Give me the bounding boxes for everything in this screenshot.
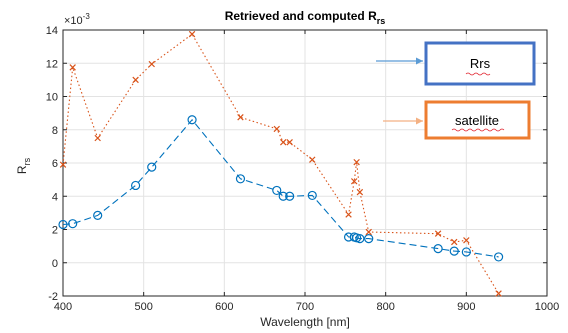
satellite-label-box xyxy=(424,100,531,140)
series-0-point xyxy=(364,234,374,244)
series-0-point xyxy=(187,115,197,125)
y-tick-label: 4 xyxy=(52,191,58,203)
annotation-rrs: Rrs xyxy=(376,41,536,86)
series-1-point xyxy=(279,138,287,146)
rrs-spellcheck-squiggle xyxy=(465,72,491,76)
series-1-point xyxy=(353,158,360,166)
series-0-point xyxy=(131,180,141,191)
y-tick-label: 8 xyxy=(52,125,58,137)
series-1-point xyxy=(309,156,316,163)
series-1-point xyxy=(495,290,502,297)
y-tick-label: 12 xyxy=(46,58,58,70)
y-exponent-label: ×10-3 xyxy=(64,12,90,27)
series-1-point xyxy=(451,238,458,246)
series-1-point xyxy=(350,178,358,185)
series-0-point xyxy=(449,246,459,256)
series-1-point xyxy=(286,138,293,146)
series-1-point xyxy=(132,76,139,84)
y-tick-label: 2 xyxy=(52,225,58,237)
series-0-point xyxy=(58,219,68,230)
satellite-arrow-head xyxy=(416,117,423,125)
x-tick-label: 900 xyxy=(457,301,475,313)
chart-title: Retrieved and computed Rrs xyxy=(225,9,386,26)
y-axis-label: Rrs xyxy=(15,157,32,174)
series-1-point xyxy=(148,60,155,68)
x-axis-label: Wavelength [nm] xyxy=(260,315,350,329)
x-tick-label: 400 xyxy=(54,301,72,313)
satellite-spellcheck-squiggle xyxy=(451,128,505,132)
x-tick-label: 800 xyxy=(376,301,394,313)
series-0-point xyxy=(433,244,443,254)
series-1-point xyxy=(345,211,352,218)
series-1-point xyxy=(273,125,280,133)
annotation-satellite: satellite xyxy=(383,100,531,140)
rrs-label-box xyxy=(424,41,536,86)
series-1-point xyxy=(69,64,76,71)
series-0-point xyxy=(93,210,103,220)
series-0-point xyxy=(68,219,78,229)
series-0-point xyxy=(461,247,471,257)
series-0-point xyxy=(278,191,288,201)
x-tick-label: 700 xyxy=(296,301,314,313)
series-0-point xyxy=(147,162,157,172)
series-1-point xyxy=(463,237,470,244)
series-1-point xyxy=(188,30,196,38)
series-0-point xyxy=(494,252,504,262)
y-tick-label: 0 xyxy=(52,258,58,270)
x-tick-label: 1000 xyxy=(535,301,559,313)
x-tick-label: 500 xyxy=(134,301,152,313)
y-tick-label: 6 xyxy=(52,158,58,170)
rrs-arrow-head xyxy=(416,57,423,65)
series-1-point xyxy=(94,134,101,142)
series-0-point xyxy=(235,174,246,184)
axis-ticks: 400 500 600 700 800 900 1000 -2 0 2 4 6 8 10 12 14 xyxy=(46,25,559,313)
rrs-label-text: Rrs xyxy=(470,56,491,71)
series-1-point xyxy=(365,228,372,236)
series-0-point xyxy=(307,190,317,201)
series-1-point xyxy=(434,230,442,237)
data-series xyxy=(58,30,504,297)
series-1-point xyxy=(356,188,364,196)
x-tick-label: 600 xyxy=(215,301,233,313)
series-0-point xyxy=(285,191,295,201)
series-1-point xyxy=(237,114,244,121)
series-0-point xyxy=(272,185,282,196)
series-1-line xyxy=(62,33,500,294)
series-0-point xyxy=(355,234,365,244)
series-1-point xyxy=(59,161,67,168)
y-tick-label: 10 xyxy=(46,92,58,104)
y-tick-label: 14 xyxy=(46,25,58,37)
satellite-label-text: satellite xyxy=(455,113,499,128)
y-tick-label: -2 xyxy=(48,291,58,303)
